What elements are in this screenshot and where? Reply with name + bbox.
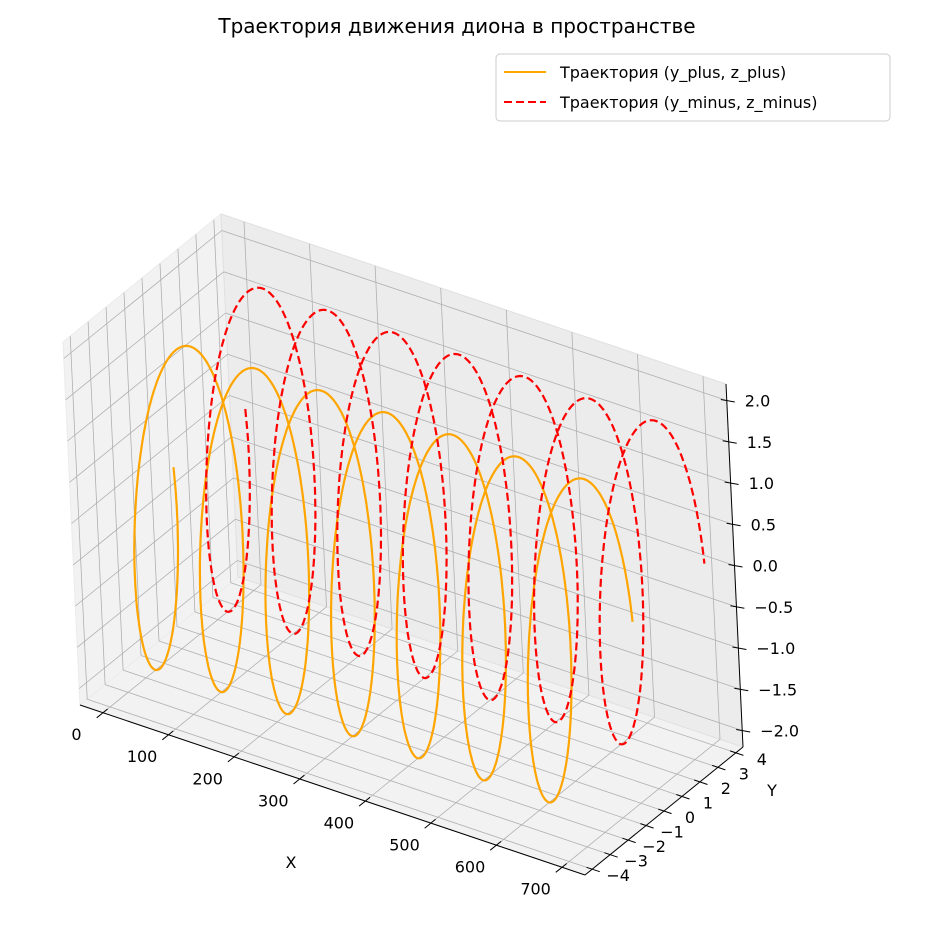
x-tick-label: 600 [455,858,486,877]
z-grid-back [225,312,731,484]
x-tick-label: 0 [71,725,81,744]
z-grid-left [65,271,224,401]
x-tick [555,863,568,873]
z-grid-left [73,436,232,566]
z-grid-left [77,518,236,648]
y-tick-label: 2 [721,779,731,798]
y-tick [640,823,654,829]
grid-lines [63,219,743,870]
y-tick-label: −4 [606,866,630,885]
legend-label-series-1: Траектория (y_plus, z_plus) [559,63,786,83]
y-tick [586,866,600,873]
z-tick [730,605,745,609]
x-tick [227,752,240,763]
legend-label-series-2: Траектория (y_minus, z_minus) [559,93,817,113]
x-tick [96,708,108,719]
z-grid-back [235,518,741,690]
x-tick [161,730,174,741]
z-tick [722,440,737,444]
z-grid-left [71,395,230,524]
y-tick [694,779,708,785]
series-line-1 [133,344,634,804]
y-grid-floor [140,655,647,826]
z-grid-back [221,230,727,401]
y-grid-floor [212,597,719,768]
z-tick-label: 0.0 [753,557,778,576]
axis-lines [79,383,751,876]
x-tick [358,796,371,807]
y-tick [658,808,672,815]
y-tick-label: 3 [739,764,749,783]
x-tick [424,818,436,829]
z-tick [724,481,739,485]
z-grid-left [67,312,226,442]
y-axis-label: Y [766,781,777,800]
y-tick [712,764,726,771]
y-grid-floor [194,611,701,783]
z-grid-back [227,353,733,525]
y-tick-label: 1 [703,794,713,813]
x-tick [293,774,305,785]
y-tick-label: −3 [624,852,648,871]
z-grid-left [69,353,228,483]
y-grid-floor [158,640,665,812]
z-grid-back [237,560,743,731]
x-tick-label: 200 [192,769,223,788]
y-grid-floor [176,626,683,797]
y-tick-label: −2 [642,837,666,856]
y-tick [604,852,618,858]
z-tick-label: −0.5 [754,598,793,617]
x-tick-label: 500 [389,836,420,855]
y-tick [729,750,744,756]
y-tick-label: 0 [685,808,695,827]
z-grid-back [231,436,737,608]
z-tick [726,522,741,527]
z-tick [736,729,751,733]
z-grid-left [78,560,238,689]
y-grid-floor [104,684,611,855]
x-tick-label: 300 [258,791,289,810]
x-tick-label: 100 [127,747,158,766]
z-tick-label: 0.5 [751,515,776,534]
x-tick-label: 400 [324,813,355,832]
y-grid-floor [87,698,593,870]
z-tick-label: −1.0 [756,639,795,658]
y-tick [622,837,636,844]
y-tick-label: −1 [660,823,684,842]
y-grid-floor [230,582,736,754]
x-axis-label: X [286,853,297,872]
x-axis-line [79,704,586,876]
z-tick-label: −1.5 [758,680,797,699]
z-tick-label: −2.0 [760,722,799,741]
y-tick [676,794,690,800]
x-tick [489,841,502,851]
tick-labels: 0100200300400500600700−4−3−2−101234−2.0−… [71,392,799,899]
z-grid-left [63,230,223,359]
z-tick [732,646,747,650]
z-grid-back [233,477,739,649]
y-tick-label: 4 [757,750,767,769]
z-tick [728,564,743,568]
chart-title: Траектория движения диона в пространстве [217,14,695,38]
z-grid-back [223,271,729,443]
z-tick [720,399,735,403]
z-tick-label: 2.0 [745,392,770,411]
z-tick-label: 1.0 [749,474,774,493]
legend: Траектория (y_plus, z_plus) Траектория (… [495,53,891,122]
z-tick-label: 1.5 [747,433,772,452]
y-grid-floor [122,669,629,841]
z-tick [734,687,749,692]
series-line-2 [205,286,706,746]
x-tick-label: 700 [520,880,551,899]
series-lines [133,286,706,804]
legend-frame [495,53,891,122]
